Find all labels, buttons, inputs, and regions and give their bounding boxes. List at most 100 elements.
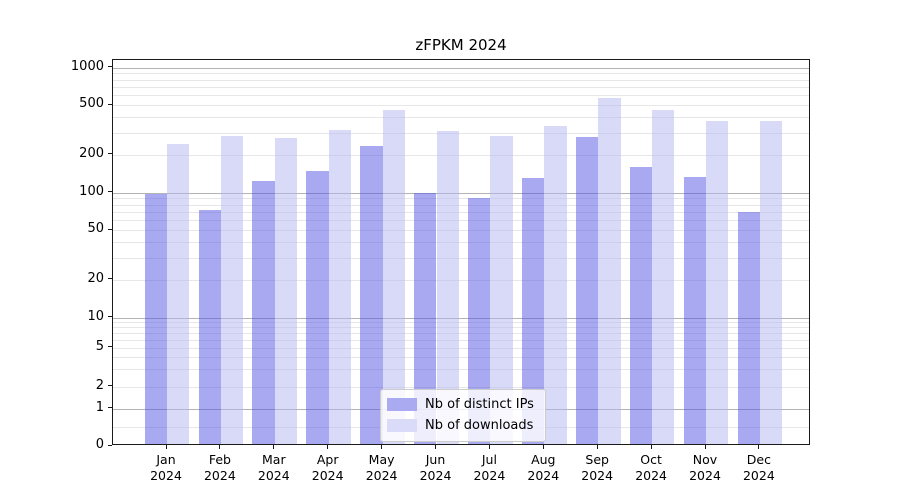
bar-distinct-ips-feb xyxy=(198,209,221,444)
bar-distinct-ips-mar xyxy=(252,180,275,444)
gridline-minor xyxy=(113,356,809,358)
y-tick-mark xyxy=(108,228,112,230)
legend-swatch-distinct-ips-icon xyxy=(387,398,417,411)
x-tick-label-feb: Feb 2024 xyxy=(203,452,236,483)
bar-distinct-ips-aug xyxy=(521,178,545,444)
gridline-minor xyxy=(113,339,809,341)
y-tick-mark xyxy=(108,278,112,280)
bar-downloads-sep xyxy=(598,97,621,444)
y-tick-label-200: 200 xyxy=(79,145,104,161)
y-tick-mark xyxy=(108,103,112,105)
y-tick-label-1: 1 xyxy=(95,399,104,415)
y-tick-label-0: 0 xyxy=(95,437,104,452)
bar-distinct-ips-jul xyxy=(468,198,491,444)
gridline-minor xyxy=(113,347,809,349)
x-tick-mark xyxy=(165,445,167,449)
gridline-minor xyxy=(113,86,809,88)
y-tick-mark xyxy=(108,444,112,446)
gridline-major xyxy=(113,317,809,319)
y-tick-mark xyxy=(108,346,112,347)
bar-downloads-mar xyxy=(274,138,298,444)
y-tick-mark xyxy=(108,153,112,155)
gridline-minor xyxy=(113,322,809,324)
bar-distinct-ips-may xyxy=(360,145,383,444)
gridline-major xyxy=(113,67,809,69)
bar-downloads-jun xyxy=(436,131,459,444)
y-tick-mark xyxy=(108,191,112,192)
gridline-minor xyxy=(113,369,809,371)
y-tick-mark xyxy=(108,385,112,386)
y-tick-label-5: 5 xyxy=(95,338,104,354)
bar-downloads-feb xyxy=(220,135,244,444)
gridline-minor xyxy=(113,73,809,75)
legend-label: Nb of downloads xyxy=(425,418,534,433)
y-tick-label-100: 100 xyxy=(79,183,104,199)
y-tick-label-2: 2 xyxy=(95,377,104,393)
gridline-minor xyxy=(113,132,809,134)
gridline-minor xyxy=(113,95,809,97)
x-tick-label-apr: Apr 2024 xyxy=(311,452,344,483)
gridline-minor xyxy=(113,279,809,281)
chart-title: zFPKM 2024 xyxy=(415,36,507,54)
y-tick-label-500: 500 xyxy=(79,96,104,112)
bar-downloads-nov xyxy=(706,120,729,444)
legend-item-downloads: Nb of downloads xyxy=(387,417,537,435)
gridline-minor xyxy=(113,220,809,222)
gridline-minor xyxy=(113,79,809,81)
gridline-minor xyxy=(113,242,809,244)
legend-label: Nb of distinct IPs xyxy=(425,397,534,412)
x-tick-mark xyxy=(219,445,221,449)
gridline-minor xyxy=(113,105,809,107)
gridline-minor xyxy=(113,327,809,329)
bar-distinct-ips-nov xyxy=(683,176,706,444)
x-tick-mark xyxy=(273,445,275,449)
gridline-minor xyxy=(113,204,809,206)
gridline-minor xyxy=(113,198,809,200)
x-tick-mark xyxy=(704,445,706,449)
bar-distinct-ips-dec xyxy=(737,212,760,444)
gridline-minor xyxy=(113,257,809,259)
legend: Nb of distinct IPs Nb of downloads xyxy=(380,388,546,442)
legend-item-distinct-ips: Nb of distinct IPs xyxy=(387,396,537,414)
bar-distinct-ips-apr xyxy=(306,171,329,444)
bar-distinct-ips-jun xyxy=(414,193,437,444)
legend-swatch-downloads-icon xyxy=(387,419,417,432)
gridline-minor xyxy=(113,332,809,334)
bar-downloads-apr xyxy=(328,129,352,444)
bar-distinct-ips-jan xyxy=(144,194,167,444)
y-tick-label-1000: 1000 xyxy=(70,58,104,74)
y-tick-label-10: 10 xyxy=(87,308,104,324)
x-tick-label-jul: Jul 2024 xyxy=(473,452,506,483)
x-tick-label-sep: Sep 2024 xyxy=(581,452,614,483)
y-tick-mark xyxy=(108,66,112,67)
bar-downloads-dec xyxy=(759,120,783,444)
y-tick-label-50: 50 xyxy=(87,221,104,237)
gridline-minor xyxy=(113,386,809,388)
bar-downloads-may xyxy=(382,110,405,444)
bar-distinct-ips-oct xyxy=(629,167,653,444)
plot-area: Nb of distinct IPs Nb of downloads xyxy=(112,58,810,445)
y-tick-mark xyxy=(108,407,112,408)
gridline-minor xyxy=(113,211,809,213)
x-tick-label-dec: Dec 2024 xyxy=(742,452,775,483)
gridline-minor xyxy=(113,230,809,232)
bar-downloads-jul xyxy=(490,136,513,444)
x-tick-mark xyxy=(650,445,652,449)
x-tick-mark xyxy=(381,445,383,449)
x-tick-label-jan: Jan 2024 xyxy=(150,452,182,483)
gridline-major xyxy=(113,192,809,194)
bar-downloads-aug xyxy=(544,125,567,444)
gridline-minor xyxy=(113,154,809,156)
bar-downloads-oct xyxy=(652,110,675,444)
x-tick-label-may: May 2024 xyxy=(365,452,398,483)
gridline-minor xyxy=(113,117,809,119)
x-tick-label-mar: Mar 2024 xyxy=(257,452,290,483)
y-tick-mark xyxy=(108,316,112,317)
x-tick-label-nov: Nov 2024 xyxy=(689,452,721,483)
x-tick-label-jun: Jun 2024 xyxy=(419,452,452,483)
x-tick-label-aug: Aug 2024 xyxy=(527,452,560,483)
x-tick-label-oct: Oct 2024 xyxy=(635,452,667,483)
y-tick-label-20: 20 xyxy=(87,270,104,286)
x-tick-mark xyxy=(542,445,544,449)
